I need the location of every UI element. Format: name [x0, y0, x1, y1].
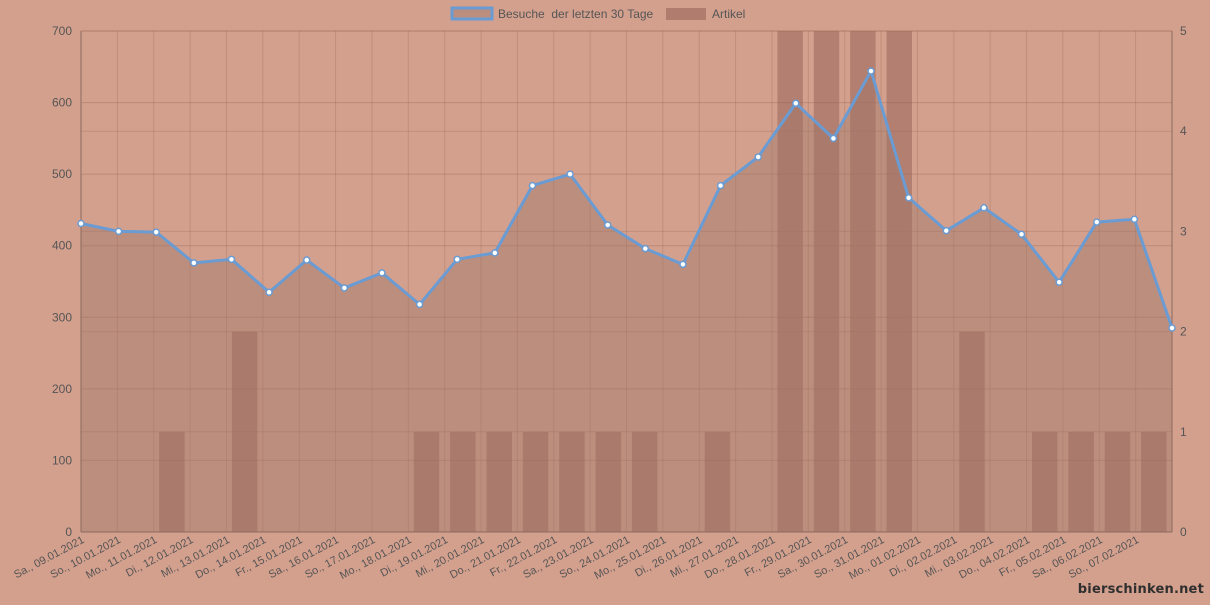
data-point	[378, 269, 386, 277]
bar-artikel	[777, 31, 803, 532]
data-point	[566, 170, 574, 178]
data-point	[980, 204, 988, 212]
y-right-tick-label: 2	[1180, 325, 1187, 339]
data-point	[679, 260, 687, 269]
data-point	[942, 226, 951, 235]
area-fill	[81, 71, 1172, 532]
data-point	[340, 284, 349, 292]
bar-artikel	[486, 431, 512, 532]
data-point	[716, 181, 725, 190]
y-left-tick-label: 400	[52, 239, 72, 253]
y-left-tick-label: 100	[52, 453, 72, 467]
y-left-tick-label: 600	[52, 96, 72, 110]
y-left-tick-label: 200	[52, 382, 72, 396]
line-path	[80, 69, 1174, 329]
data-point	[528, 181, 537, 190]
data-point	[1130, 215, 1139, 223]
data-point	[265, 288, 273, 296]
points-besuche	[77, 67, 1176, 332]
data-point	[415, 300, 424, 309]
bar-artikel	[1068, 431, 1094, 532]
line-besuche	[80, 69, 1174, 329]
area-besuche	[81, 71, 1172, 532]
y-left-tick-label: 0	[65, 525, 72, 539]
y-right-tick-label: 1	[1180, 425, 1187, 439]
bar-artikel	[231, 331, 258, 532]
bar-artikel	[959, 331, 985, 532]
data-point	[641, 244, 650, 253]
data-point	[227, 255, 236, 264]
axes	[80, 31, 1173, 533]
bar-artikel	[1141, 431, 1167, 532]
data-point	[1093, 218, 1101, 226]
legend-label-artikel: Artikel	[712, 7, 745, 21]
bar-artikel	[413, 431, 440, 532]
bar-artikel	[159, 431, 185, 532]
bar-artikel	[850, 31, 876, 532]
y-right-tick-label: 0	[1180, 525, 1187, 539]
bar-artikel	[522, 431, 549, 532]
data-point	[1017, 230, 1026, 239]
legend-swatch-artikel	[666, 8, 706, 20]
bar-artikel	[886, 31, 912, 532]
y-right-tick-label: 4	[1180, 124, 1187, 138]
bar-artikel	[631, 431, 658, 532]
data-point	[867, 67, 875, 75]
legend-label-besuche: Besuche der letzten 30 Tage	[498, 7, 654, 21]
data-point	[1055, 278, 1063, 286]
data-point	[453, 255, 461, 264]
bar-artikel	[1031, 431, 1058, 532]
bar-artikel	[1104, 431, 1131, 532]
data-point	[792, 99, 800, 108]
bar-artikel	[559, 431, 585, 532]
data-point	[829, 134, 838, 143]
bar-artikel	[450, 431, 476, 532]
legend-swatch-besuche	[450, 6, 494, 21]
data-point	[114, 227, 123, 236]
bar-artikel	[704, 431, 731, 532]
y-right-ticks: 0 1 2 3 4 5	[1180, 24, 1187, 539]
data-point	[1168, 324, 1176, 332]
y-right-tick-label: 3	[1180, 224, 1187, 238]
data-point	[302, 256, 311, 264]
bars-artikel	[159, 31, 1167, 532]
y-right-tick-label: 5	[1180, 24, 1187, 38]
bar-artikel	[595, 431, 622, 532]
data-point	[190, 259, 198, 267]
data-point	[77, 219, 85, 228]
bar-artikel	[813, 31, 840, 532]
data-point	[152, 228, 160, 236]
y-left-tick-label: 300	[52, 310, 72, 324]
grid	[80, 30, 1172, 533]
legend[interactable]: Besuche der letzten 30 Tage Artikel	[450, 6, 745, 21]
y-left-ticks: 0 100 200 300 400 500 600 700	[52, 24, 72, 539]
y-left-tick-label: 500	[52, 167, 72, 181]
data-point	[904, 194, 913, 202]
data-point	[491, 249, 499, 257]
y-left-tick-label: 700	[52, 24, 72, 38]
data-point	[603, 221, 612, 229]
data-point	[754, 153, 762, 161]
watermark: bierschinken.net	[1077, 582, 1204, 597]
